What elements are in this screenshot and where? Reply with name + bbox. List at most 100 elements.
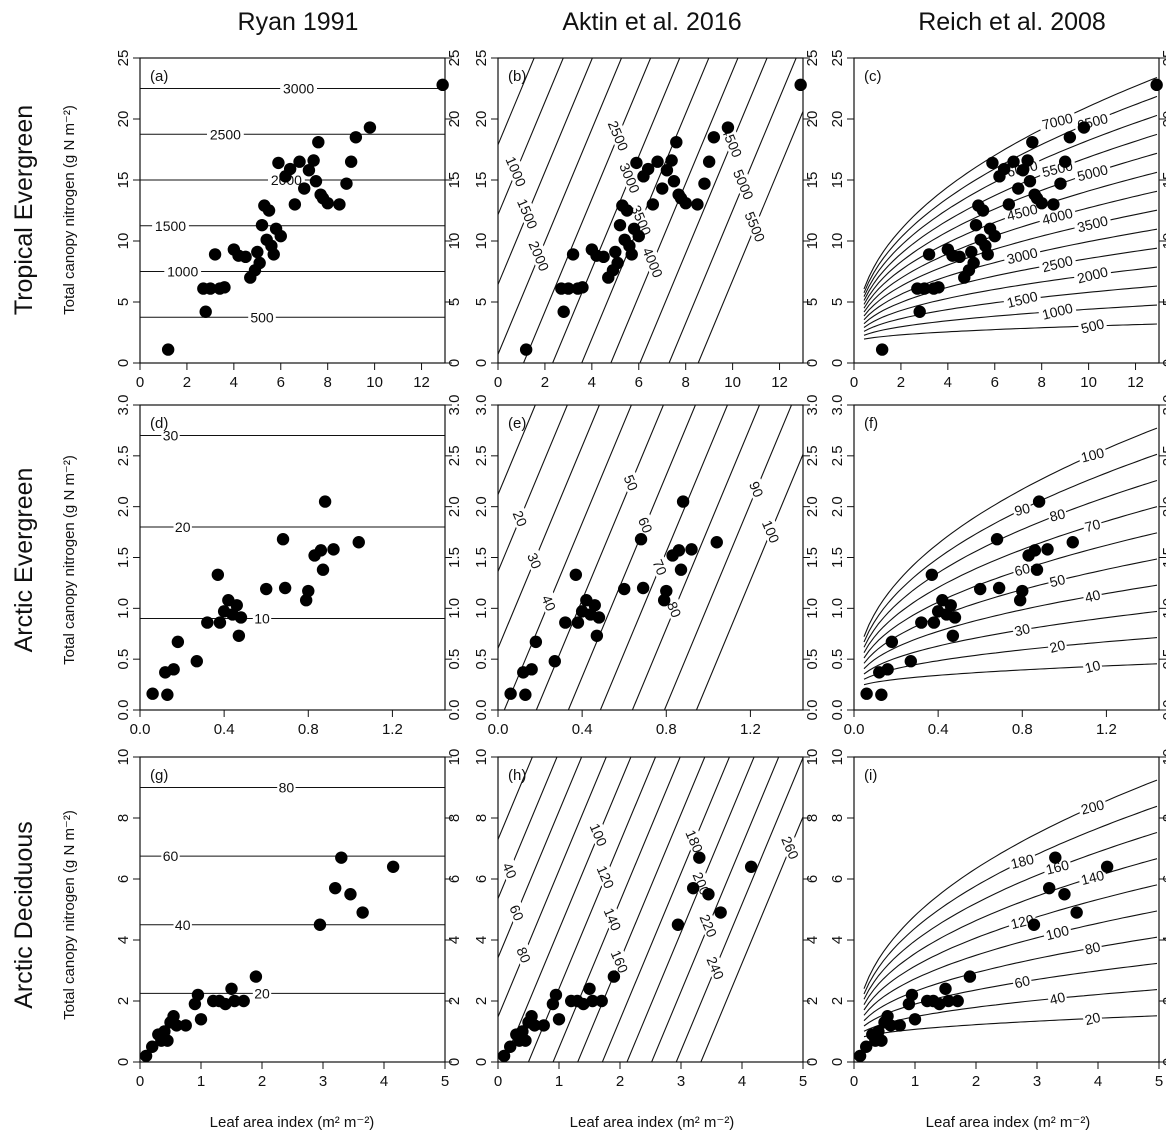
data-point <box>997 162 1011 176</box>
data-point <box>146 687 159 700</box>
contour-label: 70 <box>1083 516 1102 535</box>
contour-label-bg <box>277 779 296 795</box>
data-point <box>590 629 604 642</box>
x-tick-label: 4 <box>944 374 952 391</box>
x-tick-label: 2 <box>183 374 191 391</box>
data-point <box>251 245 264 259</box>
contour-label: 1000 <box>503 154 530 189</box>
y-tick-label: 10 <box>829 233 846 250</box>
contour-label: 70 <box>649 557 670 578</box>
data-point <box>969 218 983 232</box>
data-point <box>344 155 358 168</box>
panel-c: 5001000150020002500300035004000450050005… <box>829 50 1166 391</box>
data-point <box>267 248 280 261</box>
x-tick-label: 0.8 <box>298 721 319 738</box>
contour-label: 180 <box>1009 851 1036 872</box>
data-point <box>211 568 225 581</box>
isoline <box>695 452 803 710</box>
data-point <box>981 248 994 261</box>
y-tick-label: 0.5 <box>473 649 490 670</box>
y-tick-label-right: 8 <box>446 814 463 822</box>
data-point <box>253 256 266 270</box>
x-tick-label: 2 <box>972 1073 980 1090</box>
data-point <box>651 155 664 168</box>
data-point <box>1077 121 1091 134</box>
isoline <box>863 427 1158 637</box>
data-point <box>611 256 624 270</box>
y-tick-label-right: 4 <box>804 936 821 944</box>
y-tick-label: 2.5 <box>473 445 490 466</box>
data-point <box>576 281 589 294</box>
contour-label: 140 <box>1079 867 1106 888</box>
isoline <box>498 757 607 1019</box>
contour-label-bg <box>1042 855 1073 878</box>
data-point <box>161 343 175 356</box>
x-tick-label: 1 <box>911 1073 919 1090</box>
y-tick-label: 25 <box>115 50 132 67</box>
data-point <box>988 229 1001 243</box>
data-point <box>1058 888 1071 901</box>
x-axis-label-col2: Leaf area index (m² m⁻²) <box>570 1114 735 1131</box>
y-tick-label: 25 <box>829 50 846 67</box>
y-tick-label: 20 <box>829 111 846 128</box>
isoline <box>863 779 1158 989</box>
data-point <box>333 198 346 211</box>
y-tick-label-right: 1.0 <box>1160 598 1166 619</box>
data-point <box>592 611 606 624</box>
contour-label-bg <box>1011 559 1033 579</box>
data-point <box>302 584 315 598</box>
data-point <box>208 248 222 261</box>
data-point <box>944 599 957 612</box>
y-tick-label: 0 <box>115 1058 132 1066</box>
contour-label-bg <box>1037 109 1077 133</box>
data-point <box>1032 495 1046 508</box>
contour-label: 100 <box>1044 922 1071 943</box>
data-point <box>875 1034 888 1047</box>
y-tick-label-right: 2 <box>446 997 463 1005</box>
x-tick-label: 1.2 <box>740 721 761 738</box>
contour-label: 500 <box>250 309 274 325</box>
data-point <box>672 544 686 557</box>
data-point <box>932 281 945 294</box>
contour-label-bg <box>152 217 189 233</box>
data-point <box>667 175 681 188</box>
y-tick-label: 1.5 <box>115 547 132 568</box>
contour-label: 3000 <box>283 81 314 97</box>
data-point <box>559 616 572 629</box>
contour-label-bg <box>1037 204 1077 228</box>
contour-label: 60 <box>635 515 656 536</box>
y-tick-label: 15 <box>473 172 490 189</box>
contour-label-bg <box>513 193 543 234</box>
data-point <box>146 1040 159 1053</box>
x-tick-label: 6 <box>277 374 285 391</box>
y-tick-label: 3.0 <box>829 395 846 416</box>
isoline <box>863 805 1158 995</box>
plot-frame <box>853 404 1160 711</box>
contour-label: 1000 <box>1040 300 1074 323</box>
data-point <box>794 78 807 92</box>
y-tick-label: 2.5 <box>115 445 132 466</box>
y-tick-label-right: 1.0 <box>446 598 463 619</box>
y-tick-label: 0 <box>473 1058 490 1066</box>
contour-label-bg <box>635 513 657 537</box>
y-tick-label: 10 <box>473 749 490 766</box>
data-point <box>199 305 212 318</box>
y-tick-label-right: 0 <box>446 359 463 367</box>
contour-label-bg <box>1037 251 1077 276</box>
y-tick-label-right: 20 <box>1160 111 1166 128</box>
isoline <box>631 405 761 710</box>
data-point <box>1063 131 1077 144</box>
column-title-aktin: Aktin et al. 2016 <box>562 8 741 36</box>
isoline <box>863 584 1158 670</box>
x-tick-label: 0.4 <box>572 721 593 738</box>
data-point <box>312 135 325 149</box>
y-tick-label: 5 <box>115 298 132 306</box>
contour-label-bg <box>538 591 560 615</box>
y-tick-label-right: 5 <box>804 298 821 306</box>
y-tick-label-right: 2.0 <box>1160 496 1166 517</box>
data-point <box>504 1040 517 1053</box>
